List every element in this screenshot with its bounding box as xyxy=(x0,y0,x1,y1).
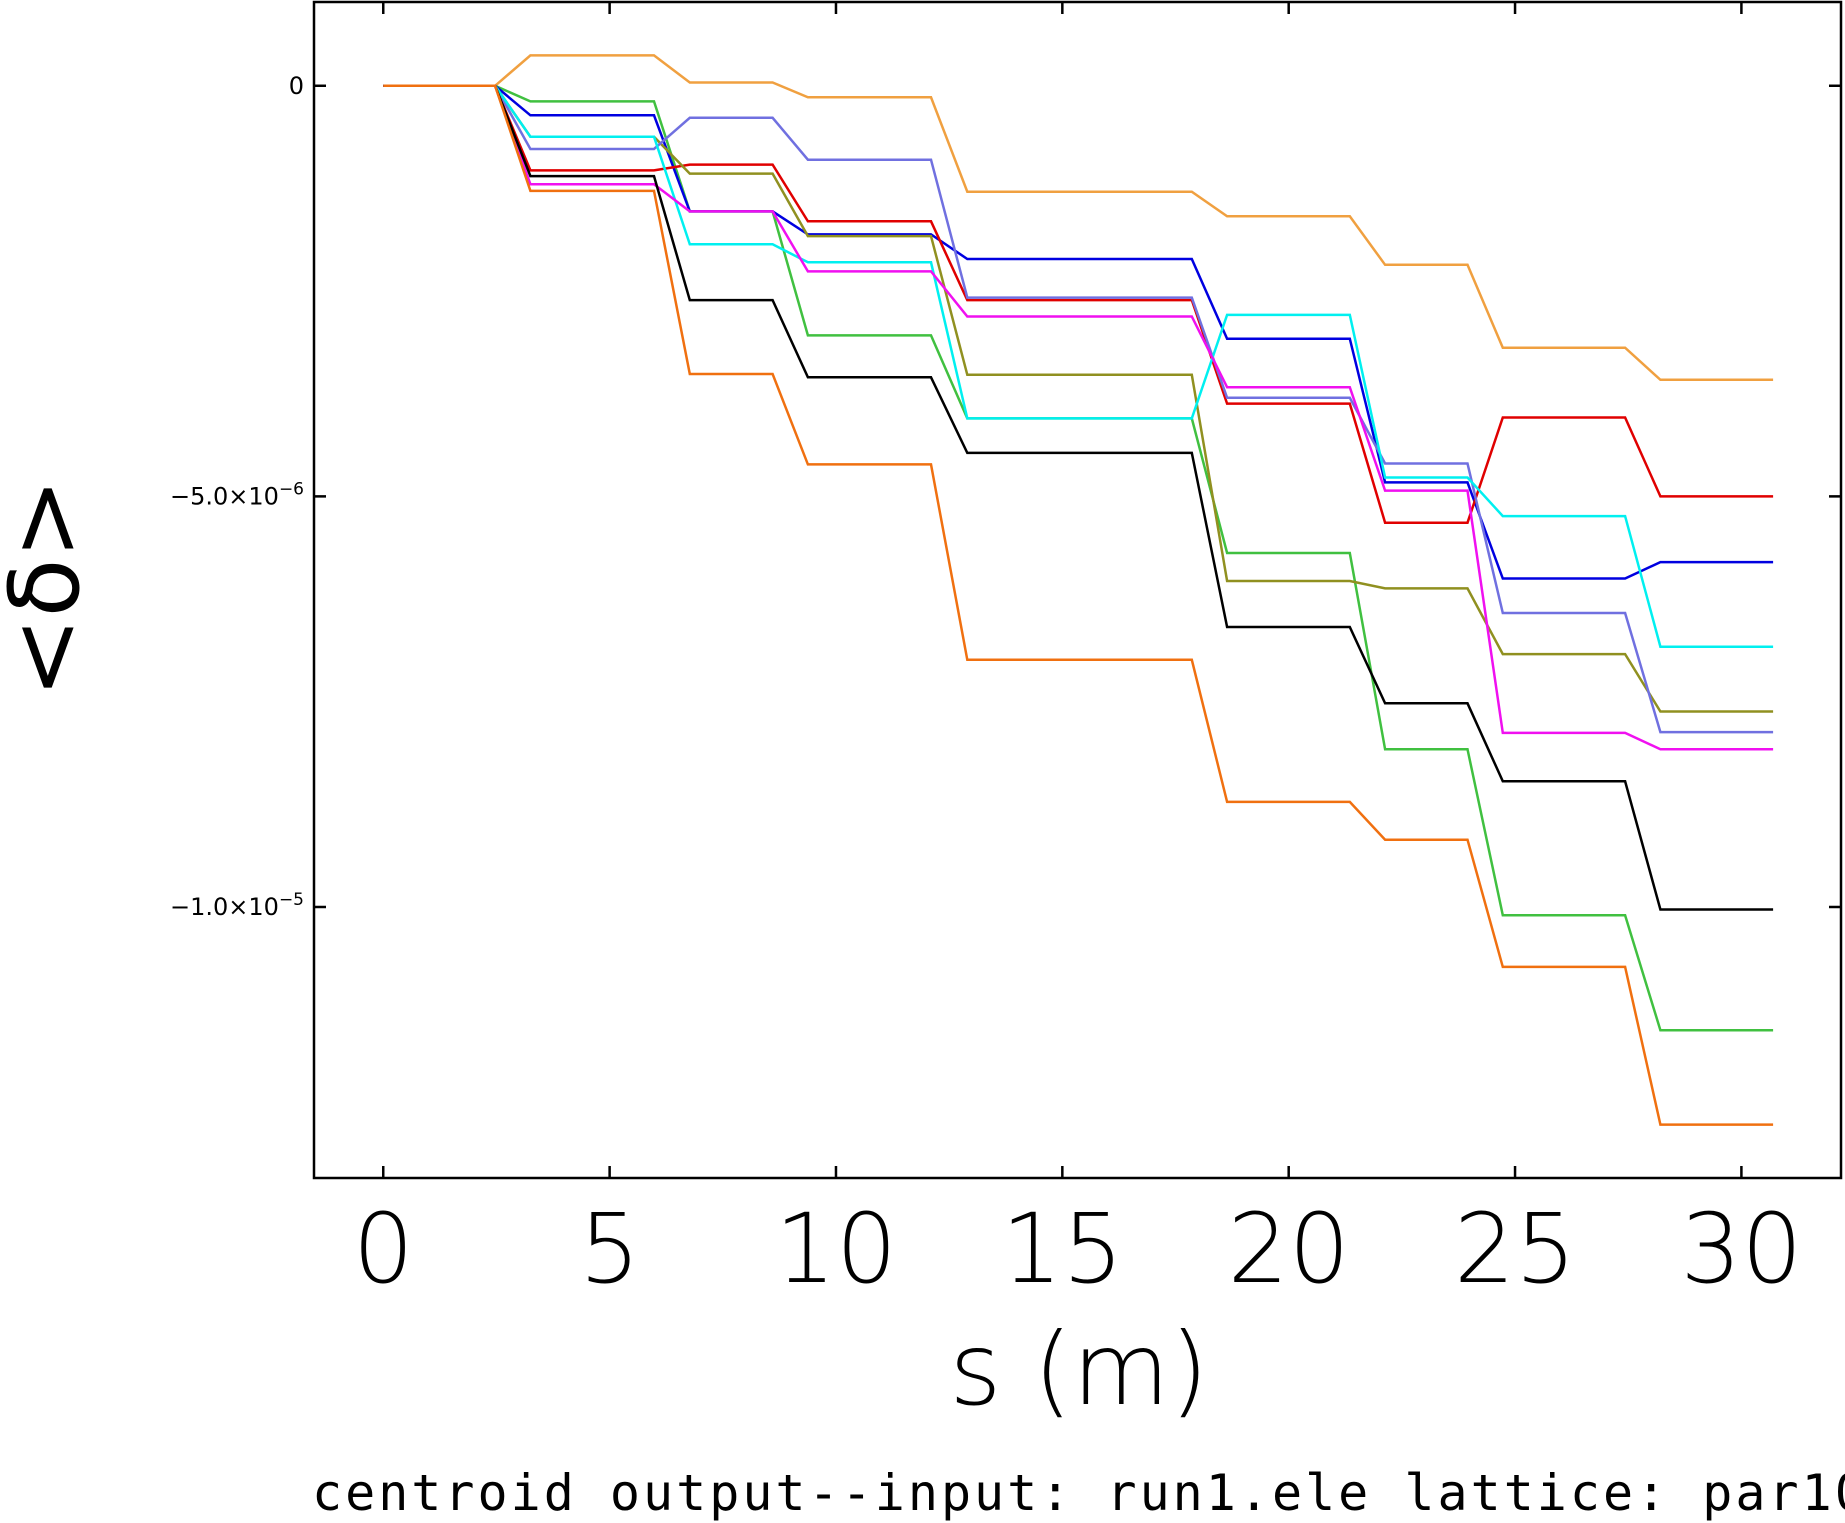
series-line-4 xyxy=(383,84,1774,524)
series-line-10 xyxy=(383,84,1774,1126)
series-line-2 xyxy=(383,84,1774,1032)
y-tick-exponent: −6 xyxy=(279,479,304,499)
series-line-3 xyxy=(383,84,1774,580)
y-tick-mantissa: −5.0×10 xyxy=(170,482,279,510)
series-layer xyxy=(383,54,1774,1126)
x-tick-label: 20 xyxy=(1228,1193,1350,1305)
series-line-7 xyxy=(383,84,1774,648)
y-tick-labels: 0 −5.0×10−6 −1.0×10−5 xyxy=(170,72,304,921)
x-tick-label: 30 xyxy=(1680,1193,1802,1305)
series-line-1 xyxy=(383,54,1774,382)
y-tick-mantissa: 0 xyxy=(289,72,304,100)
plot-frame xyxy=(312,0,1843,1180)
y-tick-label: −1.0×10−5 xyxy=(170,890,304,921)
y-tick-exponent: −5 xyxy=(279,890,304,910)
y-tick-mantissa: −1.0×10 xyxy=(170,893,279,921)
y-tick-label: 0 xyxy=(289,72,304,100)
x-tick-label: 25 xyxy=(1454,1193,1576,1305)
x-tick-label: 15 xyxy=(1001,1193,1123,1305)
series-line-8 xyxy=(383,84,1774,751)
series-line-5 xyxy=(383,84,1774,713)
x-axis-label: s (m) xyxy=(949,1311,1208,1428)
series-line-9 xyxy=(383,84,1774,911)
series-line-6 xyxy=(383,84,1774,734)
x-tick-label: 5 xyxy=(579,1193,640,1305)
y-axis-label: <δ> xyxy=(0,478,101,698)
x-tick-labels: 0 5 10 15 20 25 30 xyxy=(353,1193,1803,1305)
chart-title: centroid output--input: run1.ele lattice… xyxy=(312,1464,1845,1522)
y-tick-label: −5.0×10−6 xyxy=(170,479,304,510)
x-tick-label: 0 xyxy=(353,1193,414,1305)
x-tick-label: 10 xyxy=(775,1193,897,1305)
ticks-layer xyxy=(314,2,1841,1178)
